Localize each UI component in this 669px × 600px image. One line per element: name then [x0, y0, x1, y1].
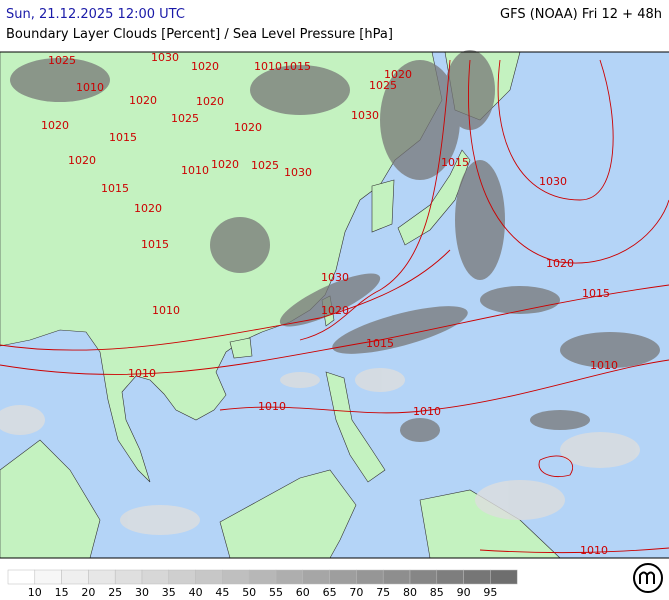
- land: [371, 179, 395, 233]
- legend-swatch: [436, 569, 464, 585]
- legend-label: 50: [242, 586, 256, 599]
- isobar-label: 1020: [129, 94, 157, 107]
- legend-label: 20: [81, 586, 95, 599]
- legend-label: 30: [135, 586, 149, 599]
- legend-swatch: [34, 569, 62, 585]
- isobar-label: 1010: [590, 359, 618, 372]
- isobar-label: 1015: [283, 60, 311, 73]
- isobar-label: 1020: [234, 121, 262, 134]
- legend-swatch: [382, 569, 411, 585]
- legend-label: 95: [483, 586, 497, 599]
- land: [0, 439, 101, 559]
- legend-swatch: [168, 569, 196, 585]
- isobar-label: 1030: [351, 109, 379, 122]
- isobar-label: 1010: [580, 544, 608, 557]
- legend-swatch: [7, 569, 36, 585]
- datetime: Sun, 21.12.2025 12:00 UTC: [6, 7, 185, 22]
- logo: [633, 563, 663, 593]
- isobar-label: 1030: [151, 51, 179, 64]
- legend-label: 10: [28, 586, 42, 599]
- isobar-label: 1015: [582, 287, 610, 300]
- isobar-label: 1010: [152, 304, 180, 317]
- isobar-label: 1025: [171, 112, 199, 125]
- isobar-label: 1020: [321, 304, 349, 317]
- isobar-label: 1020: [191, 60, 219, 73]
- legend-label: 40: [189, 586, 203, 599]
- legend-label: 70: [349, 586, 363, 599]
- isobar-label: 1010: [413, 405, 441, 418]
- map-title: Boundary Layer Clouds [Percent] / Sea Le…: [6, 27, 393, 42]
- legend-swatch: [463, 569, 491, 585]
- legend-swatch: [141, 569, 170, 585]
- legend-label: 55: [269, 586, 283, 599]
- legend-label: 45: [215, 586, 229, 599]
- isobar-label: 1010: [181, 164, 209, 177]
- isobars: [0, 59, 669, 554]
- legend-label: 60: [296, 586, 310, 599]
- clouds: [10, 50, 660, 442]
- legend-label: 90: [457, 586, 471, 599]
- legend-swatch: [409, 569, 438, 585]
- isobar-label: 1030: [321, 271, 349, 284]
- legend-swatch: [329, 569, 357, 585]
- isobar-label: 1020: [196, 95, 224, 108]
- legend-swatch: [490, 569, 518, 585]
- clouds-light: [0, 368, 640, 535]
- legend-label: 15: [55, 586, 69, 599]
- model-run: GFS (NOAA) Fri 12 + 48h: [500, 7, 662, 22]
- isobar-label: 1025: [251, 159, 279, 172]
- isobar-label: 1015: [366, 337, 394, 350]
- legend-label: 85: [430, 586, 444, 599]
- isobar-label: 1020: [546, 257, 574, 270]
- isobar-label: 1030: [539, 175, 567, 188]
- legend-swatch: [248, 569, 277, 585]
- isobar-label: 1010: [258, 400, 286, 413]
- legend-swatch: [302, 569, 330, 585]
- legend-label: 75: [376, 586, 390, 599]
- legend-swatch: [114, 569, 143, 585]
- legend-swatch: [222, 569, 250, 585]
- isobar-label: 1020: [211, 158, 239, 171]
- isobar-label: 1020: [41, 119, 69, 132]
- isobar-label: 1025: [48, 54, 76, 67]
- isobar-label: 1010: [254, 60, 282, 73]
- isobar-label: 1015: [441, 156, 469, 169]
- isobar-label: 1030: [284, 166, 312, 179]
- isobar-label: 1015: [101, 182, 129, 195]
- isobar-label: 1010: [76, 81, 104, 94]
- legend-swatch: [275, 569, 304, 585]
- isobar-label: 1020: [384, 68, 412, 81]
- isobar-label: 1010: [128, 367, 156, 380]
- legend-label: 80: [403, 586, 417, 599]
- legend-swatch: [61, 569, 89, 585]
- isobar-label: 1015: [109, 131, 137, 144]
- isobar-label: 1020: [134, 202, 162, 215]
- legend-label: 25: [108, 586, 122, 599]
- legend-swatch: [356, 569, 384, 585]
- land: [325, 371, 386, 483]
- legend-label: 35: [162, 586, 176, 599]
- isobar-label: 1025: [369, 79, 397, 92]
- isobar-label: 1015: [141, 238, 169, 251]
- land: [397, 149, 471, 246]
- isobar-label: 1020: [68, 154, 96, 167]
- land: [229, 337, 253, 359]
- legend-label: 65: [323, 586, 337, 599]
- land: [419, 489, 561, 559]
- legend-swatch: [195, 569, 223, 585]
- legend-swatch: [88, 569, 116, 585]
- legend: 10 15 20 25 30 35 40 45 50 55 60 65 70 75 80 85 90 95: [7, 569, 518, 599]
